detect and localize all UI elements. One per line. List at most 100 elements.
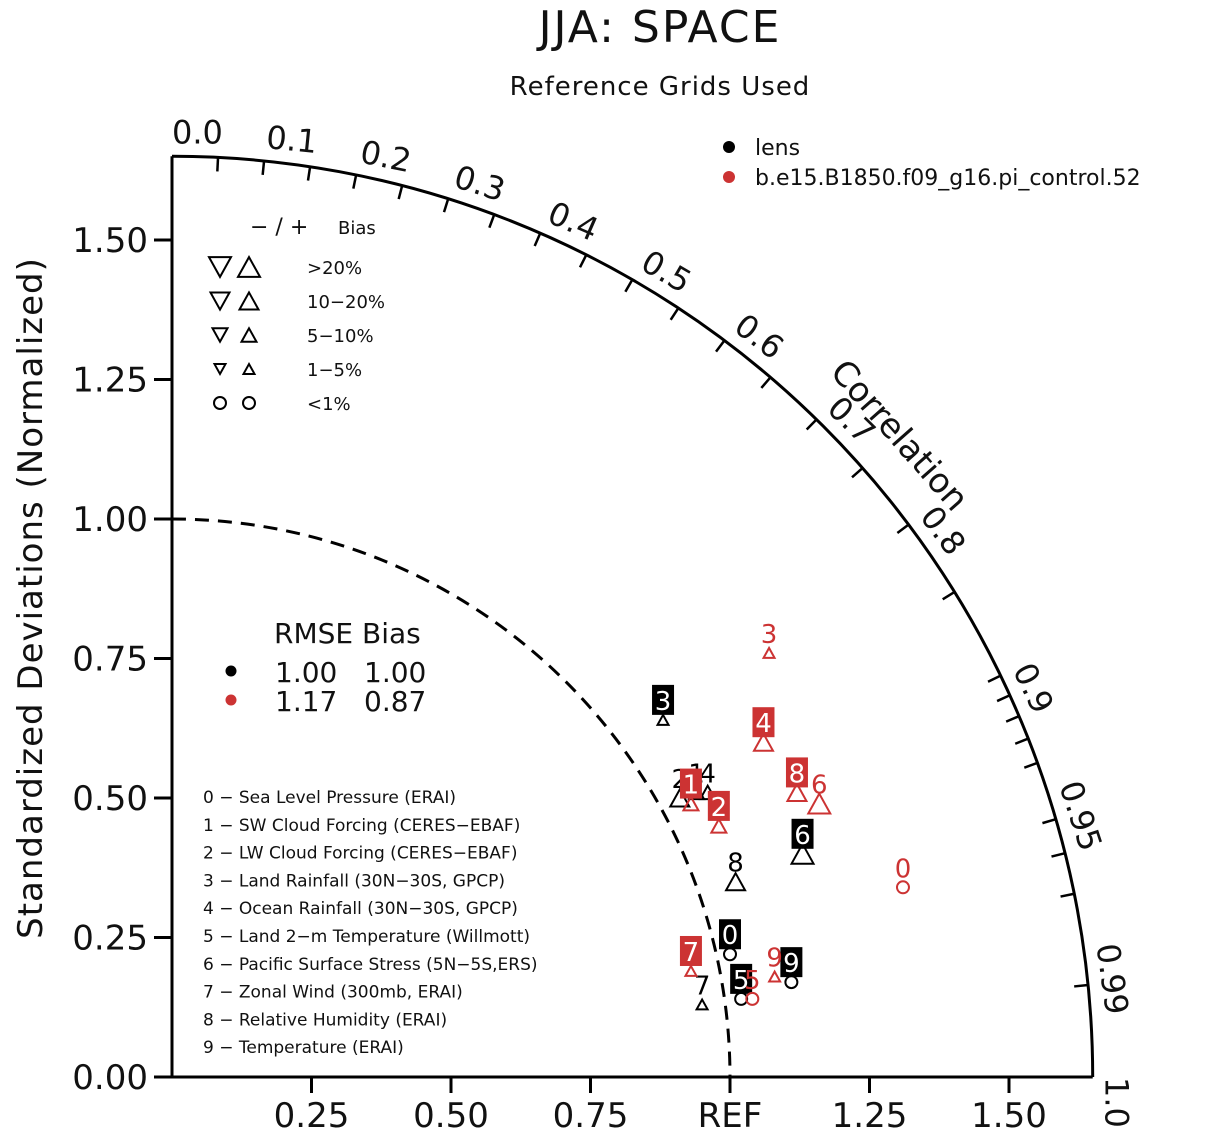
bias-marker-triangle bbox=[789, 841, 816, 865]
point-label: 7 bbox=[694, 971, 711, 1001]
bias-marker-triangle bbox=[655, 712, 671, 726]
x-tick-label: 1.25 bbox=[832, 1096, 908, 1135]
correlation-label: 0.1 bbox=[265, 118, 319, 161]
point-label: 2 bbox=[711, 793, 728, 823]
correlation-tick bbox=[488, 214, 496, 229]
point-label: 5 bbox=[744, 966, 761, 996]
stats-header: RMSE Bias bbox=[274, 617, 421, 650]
point-label: 8 bbox=[789, 759, 806, 789]
bias-legend-label: 5−10% bbox=[307, 326, 374, 347]
bias-legend-label: 10−20% bbox=[307, 292, 385, 313]
correlation-tick bbox=[1042, 818, 1057, 825]
correlation-label: 0.95 bbox=[1051, 776, 1109, 856]
bias-marker-triangle bbox=[681, 794, 701, 812]
point-label-box bbox=[752, 707, 775, 738]
legend: lens b.e15.B1850.f09_g16.pi_control.52 − /… bbox=[203, 136, 1141, 1058]
point-label: 4 bbox=[699, 759, 716, 789]
point-label: 4 bbox=[755, 709, 772, 739]
point-label: 9 bbox=[783, 949, 800, 979]
variable-legend-item: 5 − Land 2−m Temperature (Willmott) bbox=[203, 927, 530, 947]
bias-marker-triangle bbox=[806, 791, 832, 815]
point-label-box bbox=[719, 919, 741, 950]
y-axis-title: Standardized Deviations (Normalized) bbox=[11, 257, 51, 939]
bias-marker-triangle bbox=[709, 817, 729, 834]
bias-legend-triangle-up bbox=[241, 361, 257, 375]
point-label-box bbox=[780, 947, 803, 978]
reference-circle bbox=[171, 517, 732, 1078]
outer-arc bbox=[171, 154, 1095, 1078]
correlation-tick bbox=[261, 160, 266, 175]
bias-legend-header-word: Bias bbox=[338, 218, 376, 239]
correlation-tick bbox=[996, 694, 1011, 703]
bias-legend-triangle-down bbox=[212, 363, 228, 377]
correlation-label: 1.0 bbox=[1098, 1077, 1136, 1128]
correlation-tick bbox=[306, 166, 312, 181]
correlation-label: 0.9 bbox=[1005, 657, 1061, 719]
correlation-label: 0.6 bbox=[727, 306, 791, 367]
stats-bias: 0.87 bbox=[364, 685, 426, 718]
correlation-tick bbox=[942, 590, 956, 601]
correlation-tick bbox=[578, 254, 588, 268]
point-label-box bbox=[730, 963, 753, 994]
correlation-tick bbox=[851, 467, 864, 479]
stats-rmse: 1.00 bbox=[275, 656, 337, 689]
correlation-tick bbox=[896, 523, 910, 534]
bias-marker-triangle bbox=[761, 645, 777, 659]
y-tick-label: 1.25 bbox=[72, 361, 148, 401]
bias-legend-triangle-down bbox=[210, 327, 230, 344]
bias-marker-circle bbox=[745, 991, 760, 1006]
series-legend-label: b.e15.B1850.f09_g16.pi_control.52 bbox=[755, 166, 1141, 191]
chart-title: JJA: SPACE bbox=[536, 2, 782, 53]
point-label-box bbox=[679, 768, 702, 799]
bias-legend-label: 1−5% bbox=[307, 360, 362, 381]
bias-legend-triangle-down bbox=[208, 291, 232, 312]
point-label: 0 bbox=[895, 854, 912, 884]
series-legend-dot bbox=[723, 141, 735, 153]
x-tick-label: 0.25 bbox=[274, 1096, 350, 1135]
correlation-tick bbox=[1023, 761, 1038, 769]
y-tick-label: 1.00 bbox=[72, 500, 148, 540]
x-tick-label: 0.50 bbox=[413, 1096, 489, 1135]
point-label: 9 bbox=[766, 944, 783, 974]
bias-legend-label: >20% bbox=[307, 258, 362, 279]
x-tick-label: REF bbox=[698, 1096, 763, 1135]
correlation-tick bbox=[987, 674, 1002, 683]
correlation-tick bbox=[1005, 715, 1020, 723]
bias-marker-circle bbox=[895, 880, 910, 895]
bias-legend-circle bbox=[242, 396, 256, 410]
stats-rmse: 1.17 bbox=[275, 685, 337, 718]
correlation-tick bbox=[1051, 851, 1066, 858]
series-legend-label: lens bbox=[755, 136, 800, 161]
bias-legend-triangle-up bbox=[236, 255, 262, 278]
variable-legend-item: 1 − SW Cloud Forcing (CERES−EBAF) bbox=[203, 816, 520, 836]
point-label: 8 bbox=[727, 849, 744, 879]
stats-dot bbox=[225, 694, 237, 706]
y-tick-label: 1.50 bbox=[72, 221, 148, 261]
axis-ticks: 0.25 0.50 0.75 REF 1.25 1.500.000.250.500.751… bbox=[72, 221, 1047, 1135]
point-label: 5 bbox=[733, 966, 750, 996]
point-label: 0 bbox=[722, 921, 739, 951]
bias-marker-triangle bbox=[683, 963, 699, 977]
y-tick-label: 0.25 bbox=[72, 919, 148, 959]
point-label-box bbox=[791, 818, 814, 849]
correlation-tick bbox=[760, 376, 772, 389]
x-tick-label: 1.50 bbox=[971, 1096, 1047, 1135]
correlation-tick bbox=[1014, 737, 1029, 745]
correlation-tick bbox=[715, 339, 726, 353]
bias-legend-label: <1% bbox=[307, 394, 351, 415]
diagram-frame bbox=[170, 154, 1095, 1079]
correlation-tick bbox=[442, 198, 450, 213]
correlation-label: 0.4 bbox=[542, 194, 604, 249]
correlation-tick bbox=[216, 157, 220, 172]
bias-marker-triangle bbox=[724, 871, 747, 892]
bias-marker-triangle bbox=[785, 781, 809, 802]
x-tick-label: 0.75 bbox=[553, 1096, 629, 1135]
variable-legend-item: 9 − Temperature (ERAI) bbox=[203, 1038, 404, 1058]
point-label: 3 bbox=[761, 620, 778, 650]
variable-legend-item: 6 − Pacific Surface Stress (5N−5S,ERS) bbox=[203, 955, 538, 975]
correlation-label: 0.2 bbox=[357, 133, 414, 180]
point-label: 6 bbox=[811, 771, 828, 801]
point-label-box bbox=[707, 790, 730, 821]
correlation-tick bbox=[533, 232, 542, 247]
bias-legend-triangle-up bbox=[237, 290, 261, 311]
